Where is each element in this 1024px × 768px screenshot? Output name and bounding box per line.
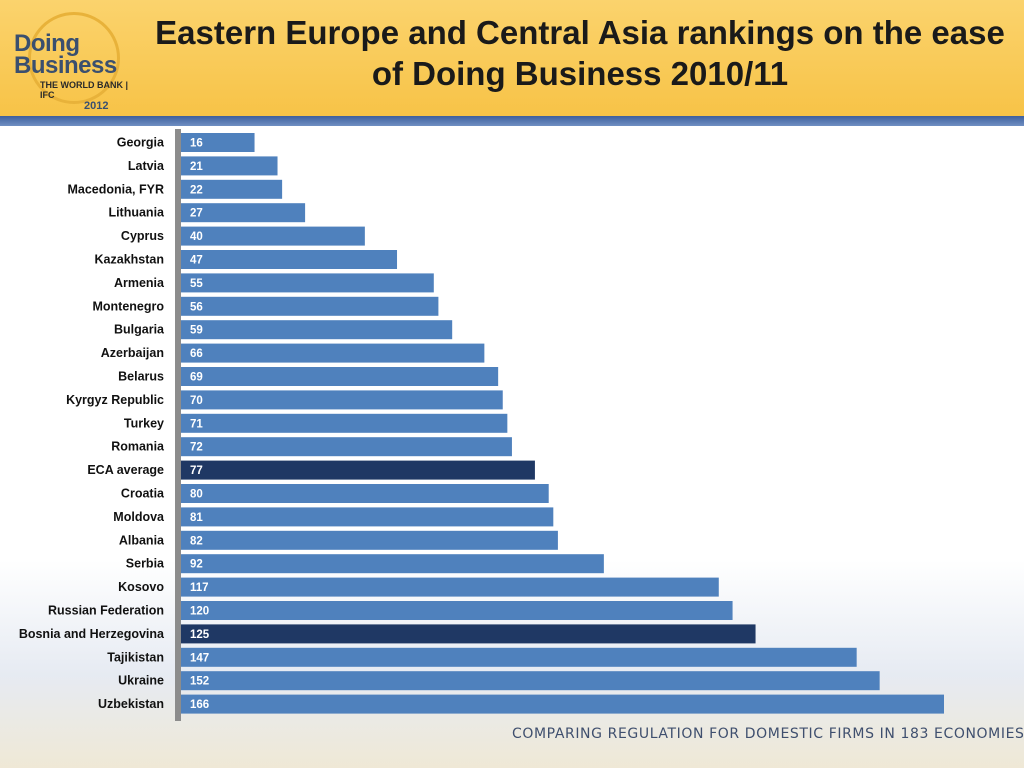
- logo-text-business: Business: [14, 52, 117, 79]
- bar: [181, 179, 283, 199]
- value-label: 69: [190, 372, 203, 384]
- bar: [181, 601, 733, 620]
- bar: [181, 156, 278, 176]
- value-label: 16: [190, 138, 203, 150]
- bar: [181, 367, 499, 386]
- logo-year: 2012: [84, 100, 109, 112]
- logo-text-doing: Doing: [14, 30, 80, 57]
- logo-ring: [28, 12, 120, 104]
- value-label: 59: [190, 325, 203, 337]
- doing-business-logo: Doing Business THE WORLD BANK | IFC 2012: [6, 6, 128, 112]
- category-label: Macedonia, FYR: [67, 182, 164, 196]
- value-label: 117: [190, 582, 209, 594]
- bar: [181, 554, 604, 574]
- category-label: Georgia: [117, 136, 165, 150]
- value-label: 77: [190, 465, 203, 477]
- bar: [181, 671, 880, 691]
- bar: [181, 343, 485, 363]
- value-label: 72: [190, 442, 203, 454]
- value-label: 120: [190, 606, 209, 618]
- bar: [181, 460, 535, 480]
- category-label: Kazakhstan: [95, 253, 164, 267]
- bar: [181, 203, 306, 223]
- value-label: 47: [190, 255, 203, 267]
- bar: [181, 577, 719, 597]
- bar: [181, 530, 558, 550]
- bar: [181, 507, 554, 527]
- bar: [181, 226, 365, 246]
- category-label: Latvia: [128, 159, 165, 173]
- value-label: 55: [190, 278, 203, 290]
- bar: [181, 390, 503, 410]
- category-label: Armenia: [114, 276, 165, 290]
- value-label: 21: [190, 161, 203, 173]
- header-band: [0, 0, 1024, 116]
- category-label: Serbia: [126, 557, 165, 571]
- ranking-bar-chart: Georgia 16 Latvia 21 Macedonia, FYR 22 Lithuan…: [19, 129, 944, 721]
- category-label: Cyprus: [121, 229, 164, 243]
- value-label: 27: [190, 208, 203, 220]
- category-label: Tajikistan: [107, 650, 164, 664]
- bar: [181, 694, 944, 714]
- category-label: Moldova: [113, 510, 165, 524]
- bar: [181, 624, 756, 644]
- value-label: 152: [190, 676, 209, 688]
- value-label: 92: [190, 559, 203, 571]
- value-label: 147: [190, 652, 209, 664]
- category-label: Croatia: [121, 487, 165, 501]
- category-label: Ukraine: [118, 674, 164, 688]
- category-label: Uzbekistan: [98, 697, 164, 711]
- header-divider: [0, 116, 1024, 126]
- value-label: 56: [190, 301, 203, 313]
- category-label: Bulgaria: [114, 323, 165, 337]
- bar: [181, 647, 857, 667]
- category-label: Kosovo: [118, 580, 164, 594]
- category-label: Albania: [119, 533, 165, 547]
- bar: [181, 133, 255, 152]
- bar: [181, 320, 453, 340]
- value-label: 40: [190, 231, 203, 243]
- category-label: Azerbaijan: [101, 346, 164, 360]
- value-label: 71: [190, 418, 203, 430]
- value-label: 81: [190, 512, 203, 524]
- footer-tagline: COMPARING REGULATION FOR DOMESTIC FIRMS …: [512, 726, 1024, 742]
- category-axis: [175, 129, 181, 721]
- category-label: ECA average: [87, 463, 164, 477]
- category-label: Kyrgyz Republic: [66, 393, 164, 407]
- category-label: Turkey: [124, 416, 164, 430]
- value-label: 82: [190, 535, 203, 547]
- logo-orgs: THE WORLD BANK | IFC: [40, 80, 129, 100]
- bar: [181, 437, 512, 457]
- bar: [181, 484, 549, 503]
- category-label: Lithuania: [108, 206, 165, 220]
- value-label: 125: [190, 629, 210, 641]
- category-label: Russian Federation: [48, 604, 164, 618]
- bar: [181, 413, 508, 433]
- category-label: Montenegro: [92, 299, 164, 313]
- value-label: 70: [190, 395, 203, 407]
- bar: [181, 296, 439, 316]
- value-label: 66: [190, 348, 203, 360]
- category-label: Romania: [111, 440, 165, 454]
- value-label: 166: [190, 699, 209, 711]
- value-label: 22: [190, 184, 203, 196]
- bar: [181, 273, 434, 293]
- category-label: Bosnia and Herzegovina: [19, 627, 165, 641]
- bar: [181, 250, 398, 269]
- category-label: Belarus: [118, 370, 164, 384]
- value-label: 80: [190, 489, 203, 501]
- page-title: Eastern Europe and Central Asia rankings…: [155, 14, 1005, 92]
